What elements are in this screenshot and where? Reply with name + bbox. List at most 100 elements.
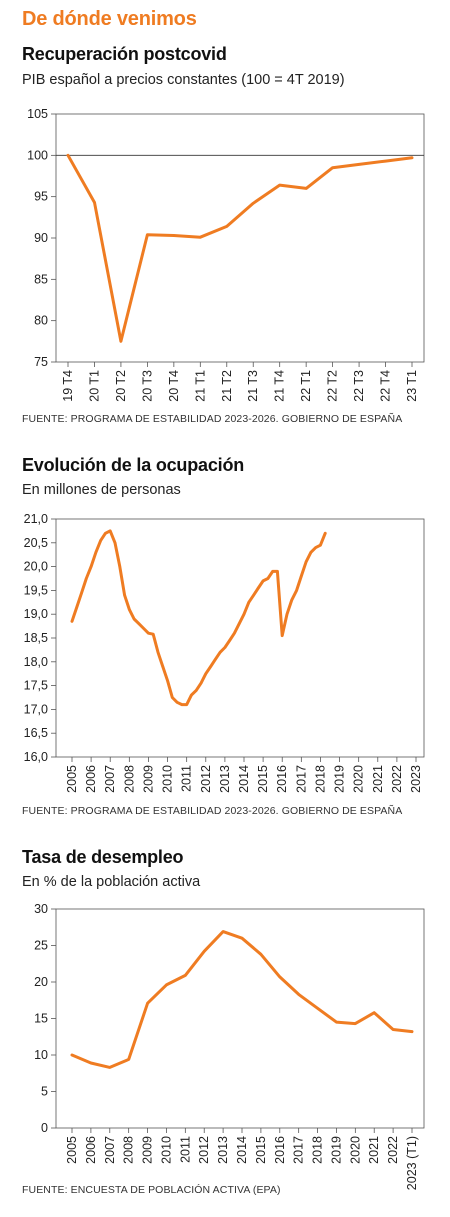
chart-3-series-line bbox=[70, 930, 414, 1069]
chart-1-xtick-label: 21 T4 bbox=[273, 370, 287, 402]
chart-1-ytick-label: 95 bbox=[34, 190, 48, 204]
page-title: De dónde venimos bbox=[22, 8, 197, 30]
chart-1-xtick-label: 22 T1 bbox=[299, 370, 313, 402]
chart-1-subtitle: PIB español a precios constantes (100 = … bbox=[22, 72, 345, 88]
chart-2-xtick-label: 2007 bbox=[103, 765, 117, 793]
chart-3-xtick-label: 2008 bbox=[122, 1136, 136, 1164]
chart-3-data-point bbox=[222, 930, 225, 933]
chart-1-xtick-label: 20 T2 bbox=[114, 370, 128, 402]
chart-1-ytick-label: 100 bbox=[27, 148, 48, 162]
chart-3-source: FUENTE: ENCUESTA DE POBLACIÓN ACTIVA (EP… bbox=[22, 1184, 281, 1196]
chart-3-xtick-label: 2020 bbox=[348, 1136, 362, 1164]
chart-1-xtick-label: 22 T4 bbox=[379, 370, 393, 402]
chart-1-source: FUENTE: PROGRAMA DE ESTABILIDAD 2023-202… bbox=[22, 413, 403, 425]
chart-3-data-point bbox=[278, 975, 281, 978]
chart-3-xtick-label: 2018 bbox=[311, 1136, 325, 1164]
chart-3-data-point bbox=[146, 1002, 149, 1005]
chart-2-ytick-label: 17,5 bbox=[24, 679, 48, 693]
chart-2-xtick-label: 2015 bbox=[256, 765, 270, 793]
chart-3-data-point bbox=[259, 953, 262, 956]
chart-3-ytick-label: 15 bbox=[34, 1012, 48, 1026]
chart-2-ytick-label: 21,0 bbox=[24, 512, 48, 526]
chart-3-data-point bbox=[411, 1030, 414, 1033]
chart-1-xtick-label: 20 T3 bbox=[140, 370, 154, 402]
chart-3-xtick-label: 2011 bbox=[178, 1136, 192, 1163]
chart-2-series-line bbox=[70, 529, 327, 707]
chart-2-xtick-label: 2005 bbox=[65, 765, 79, 793]
chart-3-data-point bbox=[316, 1007, 319, 1010]
chart-2-xtick-label: 2011 bbox=[180, 765, 194, 792]
chart-3-xtick-label: 2014 bbox=[235, 1136, 249, 1164]
chart-3-ytick-label: 10 bbox=[34, 1048, 48, 1062]
chart-3-data-point bbox=[71, 1054, 74, 1057]
chart-3-title: Tasa de desempleo bbox=[22, 847, 184, 867]
chart-3-xtick-label: 2017 bbox=[292, 1136, 306, 1164]
chart-1-xtick-label: 23 T1 bbox=[405, 370, 419, 402]
chart-3-data-point bbox=[373, 1011, 376, 1014]
chart-3-ytick-label: 20 bbox=[34, 975, 48, 989]
chart-2-ytick-label: 20,0 bbox=[24, 560, 48, 574]
chart-3-data-point bbox=[108, 1066, 111, 1069]
chart-2-ytick-label: 19,0 bbox=[24, 607, 48, 621]
chart-3-data-point bbox=[165, 983, 168, 986]
chart-1-xtick-label: 21 T3 bbox=[246, 370, 260, 402]
chart-3-ytick-label: 0 bbox=[41, 1121, 48, 1135]
chart-2-xtick-label: 2010 bbox=[161, 765, 175, 793]
chart-1-xtick-label: 22 T3 bbox=[352, 370, 366, 402]
chart-2-ytick-label: 17,0 bbox=[24, 702, 48, 716]
chart-3-data-point bbox=[184, 974, 187, 977]
chart-2-source: FUENTE: PROGRAMA DE ESTABILIDAD 2023-202… bbox=[22, 805, 403, 817]
chart-1-ytick-label: 90 bbox=[34, 231, 48, 245]
chart-2-subtitle: En millones de personas bbox=[22, 482, 181, 498]
chart-3-xtick-label: 2007 bbox=[103, 1136, 117, 1164]
chart-1-series-line bbox=[66, 153, 414, 343]
chart-3-data-point bbox=[89, 1062, 92, 1065]
chart-1-ytick-label: 85 bbox=[34, 272, 48, 286]
chart-3-ytick-label: 5 bbox=[41, 1085, 48, 1099]
chart-3-subtitle: En % de la población activa bbox=[22, 874, 201, 890]
chart-2-ytick-label: 18,5 bbox=[24, 631, 48, 645]
chart-2-xtick-label: 2022 bbox=[390, 765, 404, 793]
chart-3-ytick-label: 25 bbox=[34, 939, 48, 953]
chart-2-ytick-label: 20,5 bbox=[24, 536, 48, 550]
chart-3-xtick-label: 2010 bbox=[159, 1136, 173, 1164]
chart-2-xtick-label: 2021 bbox=[371, 765, 385, 793]
chart-1-gdp: 75 80 85 90 95 100 105 19 T4 20 T1 20 T2 20 T3 20 T… bbox=[27, 107, 425, 402]
chart-3-xtick-label: 2016 bbox=[273, 1136, 287, 1164]
chart-2-employment: 16,0 16,5 17,0 17,5 18,0 18,5 19,0 19,5 20,0 20,5… bbox=[24, 512, 425, 793]
chart-2-xtick-label: 2012 bbox=[199, 765, 213, 793]
chart-2-xtick-label: 2019 bbox=[333, 765, 347, 793]
chart-1-xtick-label: 20 T4 bbox=[167, 370, 181, 402]
chart-2-ytick-label: 19,5 bbox=[24, 583, 48, 597]
chart-2-xtick-label: 2018 bbox=[313, 765, 327, 793]
chart-2-xtick-label: 2006 bbox=[84, 765, 98, 793]
chart-3-data-point bbox=[392, 1028, 395, 1031]
chart-3-xtick-label: 2006 bbox=[84, 1136, 98, 1164]
chart-3-plot-frame bbox=[55, 908, 425, 1129]
chart-1-xtick-label: 21 T2 bbox=[220, 370, 234, 402]
chart-3-xtick-label: 2013 bbox=[216, 1136, 230, 1164]
chart-3-xtick-label: 2015 bbox=[254, 1136, 268, 1164]
chart-3-xtick-label: 2023 (T1) bbox=[405, 1136, 419, 1190]
chart-3-data-point bbox=[354, 1022, 357, 1025]
chart-3-xtick-label: 2012 bbox=[197, 1136, 211, 1164]
chart-2-xtick-label: 2009 bbox=[141, 765, 155, 793]
chart-2-ytick-label: 16,0 bbox=[24, 750, 48, 764]
chart-2-xtick-label: 2014 bbox=[237, 765, 251, 793]
chart-3-data-point bbox=[335, 1021, 338, 1024]
chart-2-ytick-label: 18,0 bbox=[24, 655, 48, 669]
chart-3-xtick-label: 2022 bbox=[386, 1136, 400, 1164]
chart-2-title: Evolución de la ocupación bbox=[22, 455, 245, 475]
chart-1-ytick-label: 105 bbox=[27, 107, 48, 121]
chart-3-xtick-label: 2019 bbox=[329, 1136, 343, 1164]
chart-2-xtick-label: 2023 bbox=[409, 765, 423, 793]
chart-3-data-point bbox=[203, 950, 206, 953]
chart-1-xtick-label: 22 T2 bbox=[326, 370, 340, 402]
chart-3-xtick-label: 2005 bbox=[65, 1136, 79, 1164]
chart-1-title: Recuperación postcovid bbox=[22, 44, 227, 64]
chart-1-ytick-label: 75 bbox=[34, 355, 48, 369]
chart-2-ytick-label: 16,5 bbox=[24, 726, 48, 740]
chart-3-data-point bbox=[297, 993, 300, 996]
chart-2-xtick-label: 2020 bbox=[352, 765, 366, 793]
